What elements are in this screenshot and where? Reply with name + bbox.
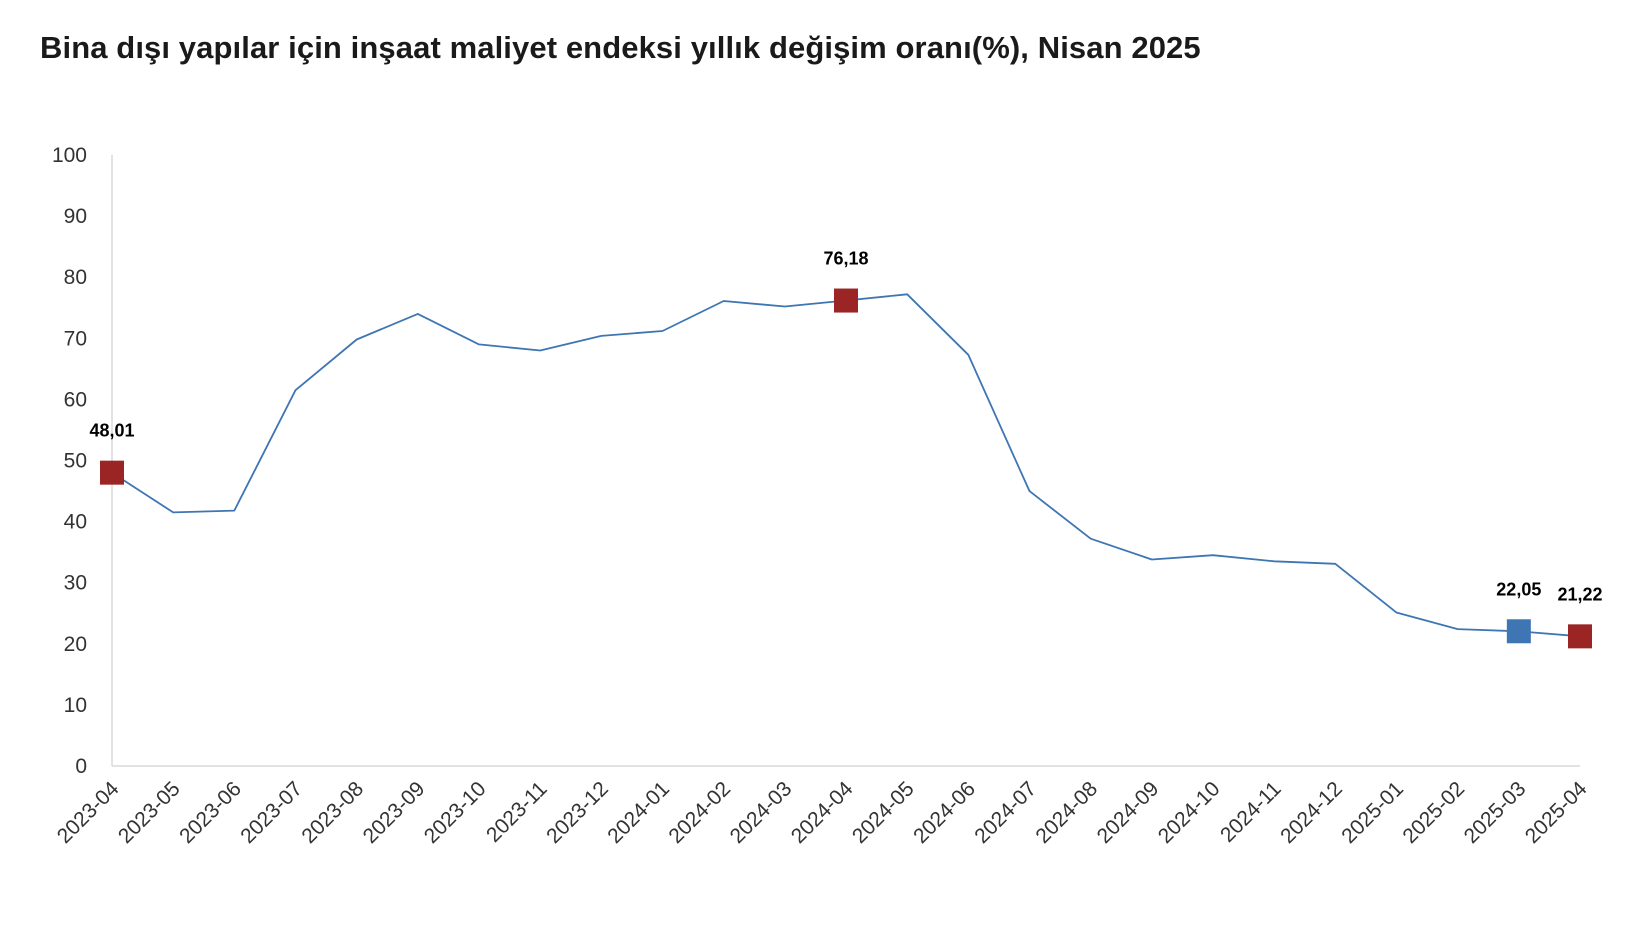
data-label: 48,01 <box>89 421 134 441</box>
series-line <box>111 293 1581 638</box>
y-tick-label: 30 <box>64 572 87 595</box>
series-lines <box>111 293 1581 638</box>
x-tick-label: 2023-12 <box>542 777 613 848</box>
data-marker <box>100 460 124 485</box>
x-tick-label: 2024-01 <box>603 777 674 848</box>
y-tick-label: 40 <box>64 511 87 534</box>
x-tick-label: 2023-07 <box>236 777 307 848</box>
y-tick-label: 70 <box>64 327 87 350</box>
x-tick-label: 2024-08 <box>1031 777 1102 848</box>
x-tick-label: 2024-07 <box>970 777 1041 848</box>
axes <box>111 155 1580 767</box>
x-tick-label: 2023-06 <box>175 777 246 848</box>
y-tick-label: 50 <box>64 450 87 473</box>
highlight-markers <box>100 288 1592 649</box>
x-tick-label: 2023-09 <box>359 777 430 848</box>
x-tick-label: 2024-04 <box>787 777 858 848</box>
x-tick-labels: 2023-042023-052023-062023-072023-082023-… <box>53 777 1592 848</box>
x-tick-label: 2025-03 <box>1460 777 1531 848</box>
x-tick-label: 2024-02 <box>664 777 735 848</box>
data-marker <box>1568 624 1592 649</box>
y-tick-labels: 0 10 20 30 40 50 60 70 80 90 100 <box>52 144 87 778</box>
x-tick-label: 2025-01 <box>1337 777 1408 848</box>
x-tick-label: 2024-06 <box>909 777 980 848</box>
x-tick-label: 2023-08 <box>297 777 368 848</box>
y-tick-label: 100 <box>52 144 87 167</box>
y-tick-label: 20 <box>64 633 87 656</box>
data-marker <box>1506 619 1531 644</box>
y-tick-label: 10 <box>64 694 87 717</box>
x-tick-label: 2023-05 <box>114 777 185 848</box>
data-label: 21,22 <box>1557 584 1602 604</box>
x-tick-label: 2023-04 <box>53 777 124 848</box>
data-label: 22,05 <box>1496 579 1541 599</box>
x-tick-label: 2023-10 <box>420 777 491 848</box>
data-label: 76,18 <box>823 249 868 269</box>
x-tick-label: 2024-03 <box>726 777 797 848</box>
data-labels: 48,01 76,18 22,05 21,22 <box>89 249 1602 605</box>
y-tick-label: 90 <box>64 205 87 228</box>
chart-title: Bina dışı yapılar için inşaat maliyet en… <box>40 30 1201 65</box>
y-tick-label: 60 <box>64 388 87 411</box>
x-tick-label: 2024-10 <box>1154 777 1225 848</box>
x-tick-label: 2025-02 <box>1398 777 1469 848</box>
x-tick-label: 2024-11 <box>1216 777 1286 847</box>
x-tick-label: 2024-09 <box>1093 777 1164 848</box>
y-tick-label: 80 <box>64 266 87 289</box>
y-tick-label: 0 <box>75 755 87 778</box>
x-tick-label: 2023-11 <box>482 777 552 847</box>
x-tick-label: 2025-04 <box>1521 777 1592 848</box>
x-tick-label: 2024-12 <box>1276 777 1347 848</box>
x-tick-label: 2024-05 <box>848 777 919 848</box>
data-marker <box>834 288 858 313</box>
